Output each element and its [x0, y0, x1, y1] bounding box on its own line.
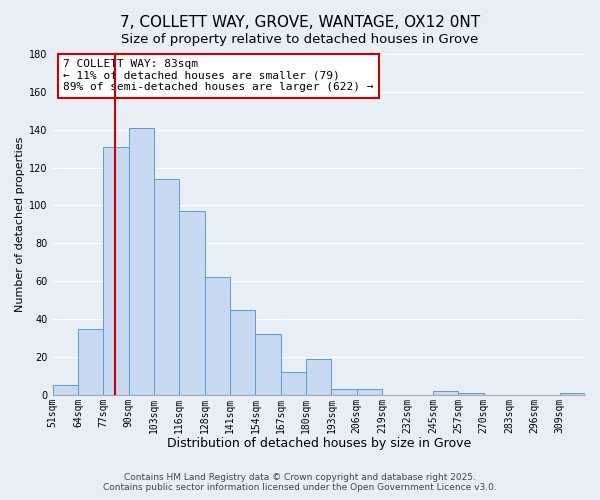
Bar	[78, 328, 103, 395]
Text: Size of property relative to detached houses in Grove: Size of property relative to detached ho…	[121, 32, 479, 46]
Bar	[179, 211, 205, 395]
Bar	[103, 147, 128, 395]
Bar	[154, 179, 179, 395]
Bar	[205, 278, 230, 395]
Bar	[230, 310, 256, 395]
Bar	[331, 389, 357, 395]
Bar	[560, 393, 585, 395]
Y-axis label: Number of detached properties: Number of detached properties	[15, 136, 25, 312]
Bar	[256, 334, 281, 395]
Bar	[281, 372, 306, 395]
Text: 7 COLLETT WAY: 83sqm
← 11% of detached houses are smaller (79)
89% of semi-detac: 7 COLLETT WAY: 83sqm ← 11% of detached h…	[63, 59, 374, 92]
Bar	[53, 386, 78, 395]
Bar	[306, 359, 331, 395]
X-axis label: Distribution of detached houses by size in Grove: Distribution of detached houses by size …	[167, 437, 471, 450]
Text: 7, COLLETT WAY, GROVE, WANTAGE, OX12 0NT: 7, COLLETT WAY, GROVE, WANTAGE, OX12 0NT	[120, 15, 480, 30]
Bar	[357, 389, 382, 395]
Bar	[128, 128, 154, 395]
Text: Contains HM Land Registry data © Crown copyright and database right 2025.
Contai: Contains HM Land Registry data © Crown c…	[103, 473, 497, 492]
Bar	[433, 391, 458, 395]
Bar	[458, 393, 484, 395]
